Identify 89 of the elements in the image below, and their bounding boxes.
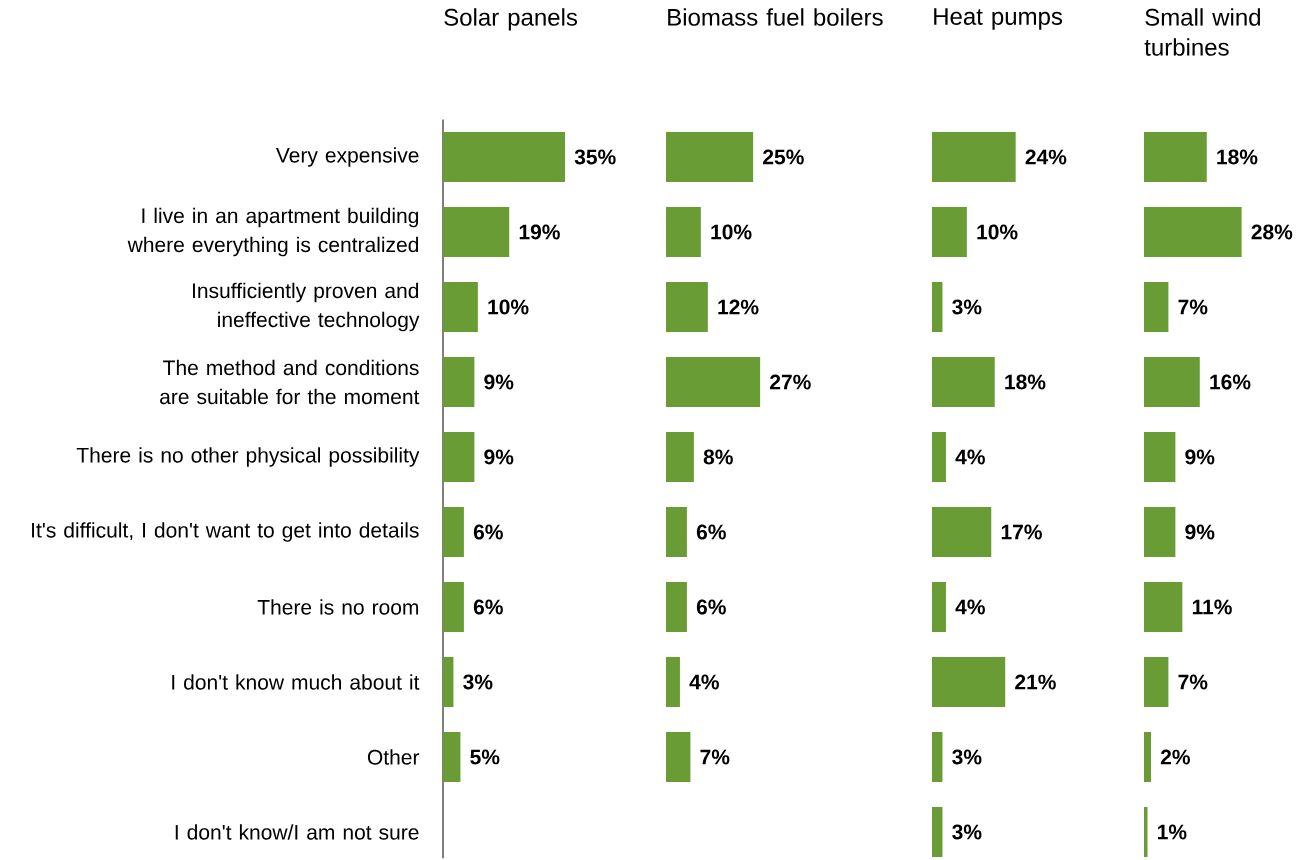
bar: [1144, 132, 1207, 182]
data-label: 3%: [952, 824, 982, 840]
y-tick-label: Very expensive: [275, 147, 419, 167]
data-label: 4%: [955, 449, 985, 465]
data-label: 6%: [696, 524, 726, 540]
bar: [443, 282, 478, 332]
data-label: 25%: [763, 149, 804, 165]
data-label: 9%: [484, 374, 514, 390]
bar: [1144, 582, 1183, 633]
bar: [932, 132, 1016, 182]
chart-title: Biomass fuel boilers: [668, 8, 883, 26]
y-tick-label: Other: [367, 749, 420, 765]
data-label: 7%: [700, 749, 730, 765]
y-tick-label: There is no room: [257, 599, 419, 615]
bar: [1144, 282, 1169, 332]
bar: [666, 207, 701, 257]
data-label: 8%: [703, 449, 733, 465]
bar: [443, 357, 475, 408]
data-label: 3%: [952, 299, 982, 315]
y-tick-label: Insufficiently proven and ineffective technology: [192, 282, 420, 332]
bar: [1144, 657, 1169, 708]
bar: [932, 582, 946, 633]
chart-title: Small wind turbines: [1144, 8, 1260, 56]
bar: [443, 507, 464, 558]
bar: [932, 282, 943, 332]
data-label: 1%: [1158, 824, 1187, 840]
bar: [1144, 732, 1151, 783]
bar: [932, 507, 992, 557]
data-label: 3%: [463, 674, 493, 690]
bar: [932, 732, 943, 783]
bar: [666, 657, 680, 708]
bar: [666, 282, 708, 332]
y-tick-label: It's difficult, I don't want to get into details: [32, 522, 419, 542]
data-label: 28%: [1251, 224, 1293, 240]
data-label: 5%: [470, 749, 500, 765]
chart-title: Heat pumps: [934, 8, 1063, 30]
data-label: 21%: [1015, 674, 1056, 690]
y-tick-label: I don't know much about it: [172, 674, 420, 690]
data-label: 3%: [952, 749, 982, 765]
data-label: 6%: [696, 599, 726, 615]
bar: [1144, 507, 1176, 557]
y-tick-label: I live in an apartment building where everything is centralized: [127, 207, 419, 257]
bar: [443, 207, 510, 258]
data-label: 10%: [977, 224, 1018, 240]
bar: [1144, 357, 1200, 407]
bar: [932, 432, 946, 483]
data-label: 17%: [1001, 524, 1042, 540]
data-label: 24%: [1025, 149, 1067, 165]
bar: [666, 507, 687, 557]
data-label: 9%: [1185, 524, 1215, 540]
data-label: 18%: [1005, 374, 1046, 390]
bar: [932, 207, 967, 257]
bar: [666, 732, 691, 783]
data-label: 16%: [1210, 374, 1251, 390]
bar: [666, 432, 694, 483]
bar: [443, 582, 464, 633]
data-label: 2%: [1160, 749, 1190, 765]
data-label: 4%: [689, 674, 719, 690]
data-label: 10%: [711, 224, 752, 240]
data-label: 19%: [519, 224, 560, 240]
data-label: 18%: [1217, 149, 1258, 165]
bar: [443, 657, 454, 708]
data-label: 4%: [955, 599, 985, 615]
bar: [932, 357, 995, 407]
y-tick-label: I don't know/I am not sure: [175, 824, 419, 840]
data-label: 10%: [488, 299, 529, 315]
data-label: 9%: [1185, 449, 1215, 465]
bar: [666, 357, 761, 407]
data-label: 9%: [484, 449, 514, 465]
bar: [443, 732, 461, 783]
bar: [1144, 432, 1176, 483]
data-label: 7%: [1178, 299, 1208, 315]
data-label: 35%: [574, 149, 616, 165]
bar: [666, 132, 754, 182]
bar: [443, 432, 475, 483]
data-label: 7%: [1178, 674, 1208, 690]
data-label: 12%: [718, 299, 759, 315]
bar: [1144, 207, 1242, 257]
chart-title: Solar panels: [444, 8, 578, 31]
data-label: 6%: [473, 524, 503, 540]
y-tick-label: The method and conditions are suitable for the moment: [160, 359, 420, 405]
bar: [932, 657, 1006, 708]
data-label: 11%: [1192, 599, 1232, 615]
bar: [666, 582, 687, 633]
bar: [443, 132, 565, 182]
data-label: 27%: [770, 374, 811, 390]
data-label: 6%: [473, 599, 503, 615]
y-tick-label: There is no other physical possibility: [76, 447, 420, 467]
bar: [932, 807, 943, 858]
